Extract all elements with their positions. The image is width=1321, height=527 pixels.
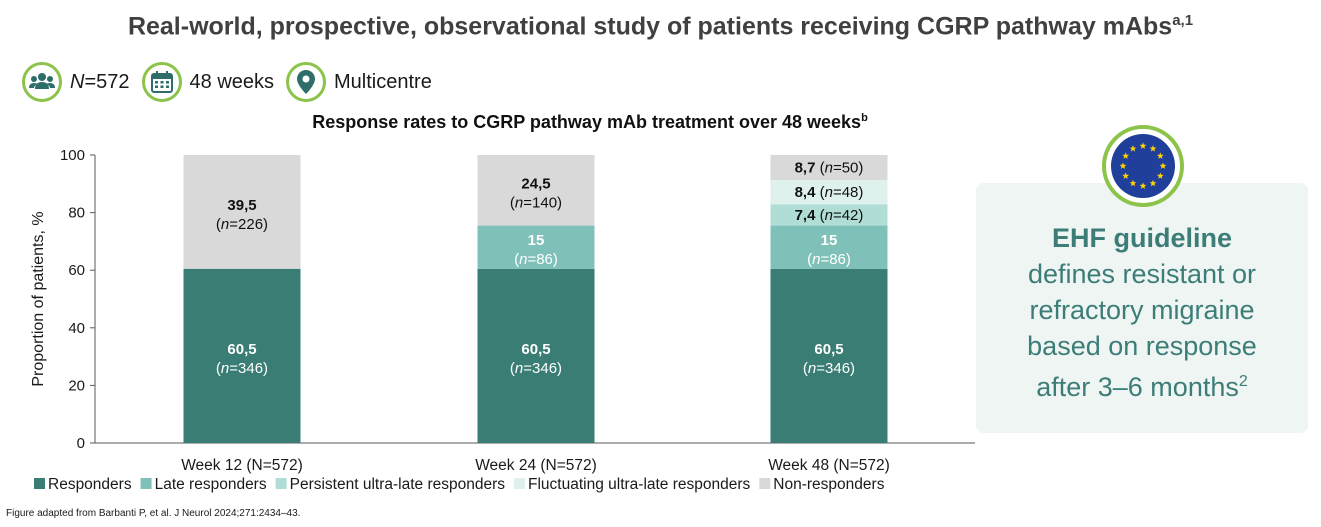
- legend-label: Fluctuating ultra-late responders: [528, 476, 751, 493]
- bar-segment: [183, 155, 301, 269]
- bar-segment: [770, 204, 888, 226]
- data-label: 24,5: [521, 175, 550, 192]
- eu-star: [1156, 172, 1164, 179]
- eu-star: [1122, 172, 1130, 179]
- x-tick-label: Week 48 (N=572): [768, 457, 890, 474]
- eu-star: [1129, 145, 1137, 152]
- legend-swatch: [275, 478, 287, 489]
- chart-title-footnote-marker: b: [861, 112, 868, 124]
- stacked-bar-chart: 0 20 40 60 80 100 Proportion of patients, % 60,…: [30, 147, 975, 493]
- eu-star: [1149, 145, 1157, 152]
- eu-star: [1122, 152, 1130, 159]
- bar-segment: [770, 180, 888, 205]
- bar-segment: [183, 268, 301, 443]
- data-label: 8,4 (n=48): [795, 184, 864, 201]
- page-title: Real-world, prospective, observational s…: [127, 12, 1194, 41]
- legend-swatch: [140, 478, 152, 489]
- data-label-n: (n=346): [510, 360, 562, 377]
- x-tick-label: Week 12 (N=572): [181, 457, 303, 474]
- data-label: 60,5: [814, 341, 843, 358]
- study-stats: N=572 48 weeks Multicentre: [22, 60, 444, 104]
- stat-setting-label: Multicentre: [334, 70, 432, 93]
- data-label: 60,5: [521, 341, 550, 358]
- data-label: 8,7 (n=50): [795, 160, 864, 177]
- title-footnote-marker: a,1: [1172, 12, 1194, 29]
- legend-swatch: [514, 478, 525, 489]
- stat-sample-size: N=572: [22, 62, 130, 102]
- legend-label: Non-responders: [773, 476, 884, 493]
- eu-star: [1159, 162, 1167, 169]
- eu-star: [1119, 162, 1127, 169]
- people-icon: [22, 62, 62, 102]
- eu-star: [1139, 182, 1147, 189]
- data-label-n: (n=140): [510, 194, 562, 211]
- bar-segment: [477, 268, 595, 443]
- bar-segment: [477, 155, 595, 226]
- ehf-guideline-text: defines resistant or refractory migraine…: [1027, 259, 1257, 402]
- legend-swatch: [34, 478, 45, 489]
- ehf-guideline-title: EHF guideline: [1051, 223, 1232, 253]
- data-label: 60,5: [227, 341, 256, 358]
- y-tick-label: 80: [68, 205, 85, 222]
- data-label: 7,4 (n=42): [795, 207, 864, 224]
- legend-swatch: [759, 478, 771, 489]
- eu-star: [1139, 142, 1147, 149]
- stat-setting: Multicentre: [286, 62, 432, 102]
- y-tick-label: 0: [77, 435, 85, 452]
- legend-label: Responders: [48, 476, 132, 493]
- y-tick-label: 100: [60, 147, 85, 164]
- stat-sample-size-label: N=572: [70, 70, 130, 93]
- y-tick-label: 20: [68, 377, 85, 394]
- bar-segment: [770, 155, 888, 181]
- data-label-n: (n=86): [514, 251, 558, 268]
- stat-duration-label: 48 weeks: [189, 70, 275, 93]
- chart-title: Response rates to CGRP pathway mAb treat…: [312, 112, 868, 132]
- stat-duration: 48 weeks: [141, 62, 275, 102]
- eu-star: [1129, 179, 1137, 187]
- data-label-n: (n=86): [807, 251, 851, 268]
- data-label-n: (n=346): [216, 360, 268, 377]
- data-label: 15: [821, 232, 838, 249]
- source-footnote: Figure adapted from Barbanti P, et al. J…: [6, 508, 301, 519]
- y-axis-label: Proportion of patients, %: [30, 211, 47, 386]
- legend-label: Persistent ultra-late responders: [290, 476, 506, 493]
- data-label: 15: [528, 232, 545, 249]
- data-label-n: (n=346): [803, 360, 855, 377]
- data-label-n: (n=226): [216, 216, 268, 233]
- calendar-icon: [141, 62, 182, 102]
- eu-flag-icon: [1102, 125, 1184, 207]
- y-tick-label: 40: [68, 320, 85, 337]
- eu-star: [1156, 152, 1164, 159]
- bar-segment: [477, 225, 595, 269]
- legend-label: Late responders: [155, 476, 267, 493]
- y-tick-label: 60: [68, 262, 85, 279]
- x-tick-label: Week 24 (N=572): [475, 457, 597, 474]
- location-pin-icon: [286, 62, 327, 102]
- eu-star: [1149, 179, 1157, 187]
- ehf-guideline-callout: EHF guideline defines resistant or refra…: [976, 183, 1308, 433]
- bar-segment: [770, 268, 888, 443]
- data-label: 39,5: [227, 197, 256, 214]
- bar-segment: [770, 225, 888, 269]
